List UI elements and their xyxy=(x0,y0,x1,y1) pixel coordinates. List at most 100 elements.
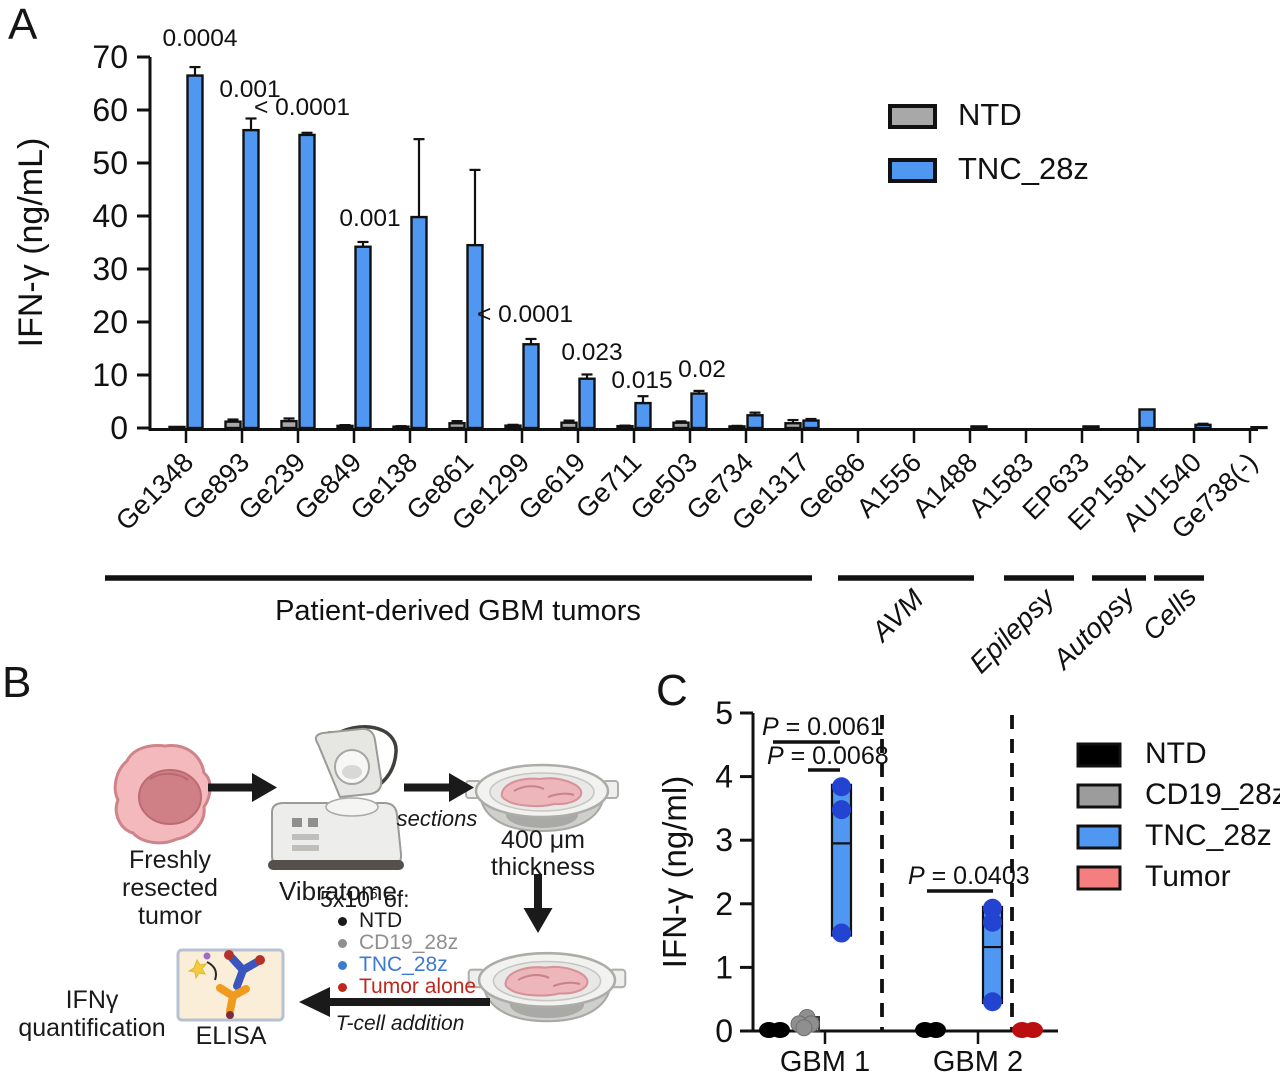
y-tick-label: 10 xyxy=(92,357,128,393)
panel-a-letter: A xyxy=(8,0,38,49)
p-value-label: 0.02 xyxy=(678,356,726,383)
group-label: Patient-derived GBM tumors xyxy=(275,595,641,627)
list-item: CD19_28z xyxy=(338,931,476,954)
bar-TNC_28z-AU1540 xyxy=(1194,423,1212,430)
bar-TNC_28z-Ge734 xyxy=(746,414,764,430)
y-axis-title: IFN-γ (ng/mL) xyxy=(12,138,50,348)
sections-arrow-right-icon xyxy=(404,773,474,802)
group-label: Epilepsy xyxy=(963,581,1061,679)
y-tick-label: 1 xyxy=(715,949,733,985)
bar-TNC_28z-Ge503 xyxy=(690,392,708,430)
tcell-condition-list: NTD CD19_28z TNC_28z Tumor alone xyxy=(338,909,477,998)
y-tick-label: 20 xyxy=(92,304,128,340)
group-label: AVM xyxy=(864,583,930,649)
bar-TNC_28z-Ge849 xyxy=(354,245,372,430)
bar-NTD-Ge1317 xyxy=(784,422,802,430)
tcell-dose-exponent: 5 xyxy=(369,886,378,902)
tcell-dose-prefix: 5x10 xyxy=(320,886,370,912)
y-tick-label: 30 xyxy=(92,251,128,287)
list-item: TNC_28z xyxy=(338,953,476,976)
tcell-addition-arrow-label: T-cell addition xyxy=(335,1012,465,1035)
p-value-label: 0.0004 xyxy=(163,25,238,52)
legend-label: TNC_28z xyxy=(958,151,1089,186)
bar-TNC_28z-Ge619 xyxy=(578,377,596,430)
bar-TNC_28z-Ge711 xyxy=(634,401,652,430)
bar-TNC_28z-A1488 xyxy=(970,425,988,430)
group-label: Cells xyxy=(1136,580,1202,646)
condition-label: Tumor alone xyxy=(359,975,477,998)
coculture-dish-icon xyxy=(467,951,627,1023)
y-tick-label: 0 xyxy=(715,1013,733,1049)
data-point xyxy=(770,1022,790,1038)
bar-TNC_28z-Ge1317 xyxy=(802,419,820,430)
vibratome-caption: Vibratome xyxy=(278,876,398,906)
y-axis-title: IFN-γ (ng/ml) xyxy=(656,776,693,969)
p-value-label: < 0.0001 xyxy=(254,94,350,121)
list-item: NTD xyxy=(338,909,476,932)
legend-swatch-TNC_28z xyxy=(1076,824,1122,850)
p-value-label: 0.015 xyxy=(611,367,672,394)
bar-NTD-Ge619 xyxy=(560,421,578,430)
vibratome-icon xyxy=(268,725,404,870)
bar-TNC_28z-Ge138 xyxy=(410,215,428,430)
bar-NTD-Ge1348 xyxy=(168,425,186,430)
panel-c-letter: C xyxy=(656,666,688,715)
y-tick-label: 5 xyxy=(715,695,733,731)
legend-label: Tumor xyxy=(1145,860,1231,893)
y-tick-label: 70 xyxy=(92,39,128,75)
thickness-caption: 400 μm thickness xyxy=(472,827,614,881)
data-point xyxy=(795,1019,813,1037)
list-item: Tumor alone xyxy=(338,975,477,998)
data-point xyxy=(832,777,851,797)
legend-swatch-Tumor xyxy=(1076,865,1122,891)
p-value-label: P = 0.0061 xyxy=(762,713,884,741)
y-tick-label: 50 xyxy=(92,145,128,181)
panel-b-workflow: Freshly resected tumor Vibratome section… xyxy=(0,660,650,1075)
readout-line1: IFNγ xyxy=(65,986,119,1014)
bar-NTD-Ge849 xyxy=(336,424,354,430)
tcell-dose-header: 5x105 of: xyxy=(320,886,410,913)
bar-NTD-Ge239 xyxy=(280,419,298,430)
bullet-icon xyxy=(338,938,347,948)
thickness-line1: 400 μm xyxy=(501,826,585,854)
y-tick-label: 4 xyxy=(715,759,733,795)
x-tick-label: GBM 1 xyxy=(780,1046,870,1075)
legend-label: CD19_28z xyxy=(1145,778,1280,811)
freshly-resected-tumor-caption: Freshly resected tumor xyxy=(122,846,218,930)
bar-TNC_28z-EP1581 xyxy=(1138,408,1156,430)
bar-TNC_28z-Ge893 xyxy=(242,128,260,430)
y-tick-label: 3 xyxy=(715,822,733,858)
tcell-addition-arrow-left-icon xyxy=(299,987,490,1017)
tcell-dose-suffix: of: xyxy=(377,886,410,912)
bar-TNC_28z-Ge861 xyxy=(466,243,484,430)
condition-label: NTD xyxy=(359,909,403,932)
thickness-line2: thickness xyxy=(490,853,596,881)
y-tick-label: 60 xyxy=(92,92,128,128)
data-point xyxy=(832,800,851,820)
bar-TNC_28z-EP633 xyxy=(1082,425,1100,430)
bar-NTD-Ge503 xyxy=(672,421,690,430)
tissue-dish-icon xyxy=(464,763,620,833)
p-value-label: 0.001 xyxy=(339,205,400,232)
panel-b-graphics xyxy=(113,725,627,1023)
tumor-cell-icon xyxy=(113,744,212,845)
elisa-caption: ELISA xyxy=(195,1022,267,1050)
y-tick-label: 40 xyxy=(92,198,128,234)
bar-NTD-Ge1299 xyxy=(504,424,522,430)
legend-label: NTD xyxy=(1145,737,1207,770)
p-value-label: P = 0.0068 xyxy=(767,742,889,770)
data-point xyxy=(983,898,1002,918)
data-point xyxy=(1023,1022,1043,1038)
data-point xyxy=(983,992,1002,1012)
legend-swatch-CD19_28z xyxy=(1076,783,1122,809)
p-value-label: < 0.0001 xyxy=(477,301,573,328)
legend-swatch-TNC_28z xyxy=(888,158,937,183)
readout-line2: quantification xyxy=(18,1014,166,1042)
bar-NTD-Ge893 xyxy=(224,420,242,430)
arrow-right-icon xyxy=(208,773,277,802)
bullet-icon xyxy=(338,916,347,926)
data-point xyxy=(832,923,851,943)
